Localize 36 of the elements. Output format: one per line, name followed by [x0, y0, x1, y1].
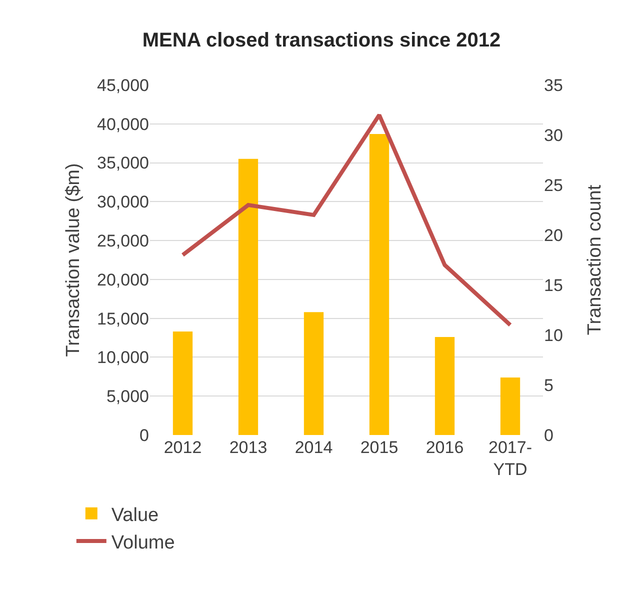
y-tick-label: 10,000: [97, 348, 149, 368]
bar: [434, 337, 455, 435]
x-tick-label: 2017-YTD: [488, 438, 532, 480]
y-tick-label: 5,000: [106, 387, 149, 406]
y2-tick-label: 10: [544, 326, 563, 345]
y2-tick-label: 15: [544, 276, 563, 295]
bar: [172, 332, 193, 435]
y2-tick-label: 30: [544, 126, 563, 145]
y-tick-label: 0: [140, 426, 149, 445]
x-tick-label: 2013: [229, 438, 268, 457]
y2-tick-label: 20: [544, 226, 563, 245]
x-tick-label: 2014: [294, 438, 333, 457]
y-tick-label: 25,000: [97, 232, 149, 251]
y2-tick-label: 5: [544, 376, 554, 395]
x-tick-label: 2015: [360, 438, 398, 457]
x-tick-label: 2012: [164, 438, 202, 457]
y2-tick-label: 35: [544, 76, 563, 95]
y2-tick-label: 0: [544, 426, 554, 445]
y-tick-label: 20,000: [97, 270, 149, 290]
y-tick-label: 30,000: [97, 192, 149, 212]
x-tick-label: 2016: [426, 438, 464, 457]
legend-label: Value: [111, 504, 159, 526]
bar: [238, 158, 258, 435]
line-series: [180, 113, 512, 327]
y-tick-label: 45,000: [97, 76, 149, 95]
legend-label: Volume: [111, 532, 175, 554]
bar: [369, 134, 390, 435]
y-axis-title: Transaction value ($m): [62, 163, 84, 357]
y-tick-label: 40,000: [97, 114, 149, 134]
chart-title: MENA closed transactions since 2012: [142, 29, 501, 52]
y-tick-label: 35,000: [97, 154, 149, 173]
bar: [500, 377, 520, 435]
y2-tick-label: 25: [544, 176, 563, 195]
y2-axis-title: Transaction count: [584, 184, 606, 336]
y-tick-label: 15,000: [97, 309, 149, 328]
bar: [304, 312, 324, 435]
